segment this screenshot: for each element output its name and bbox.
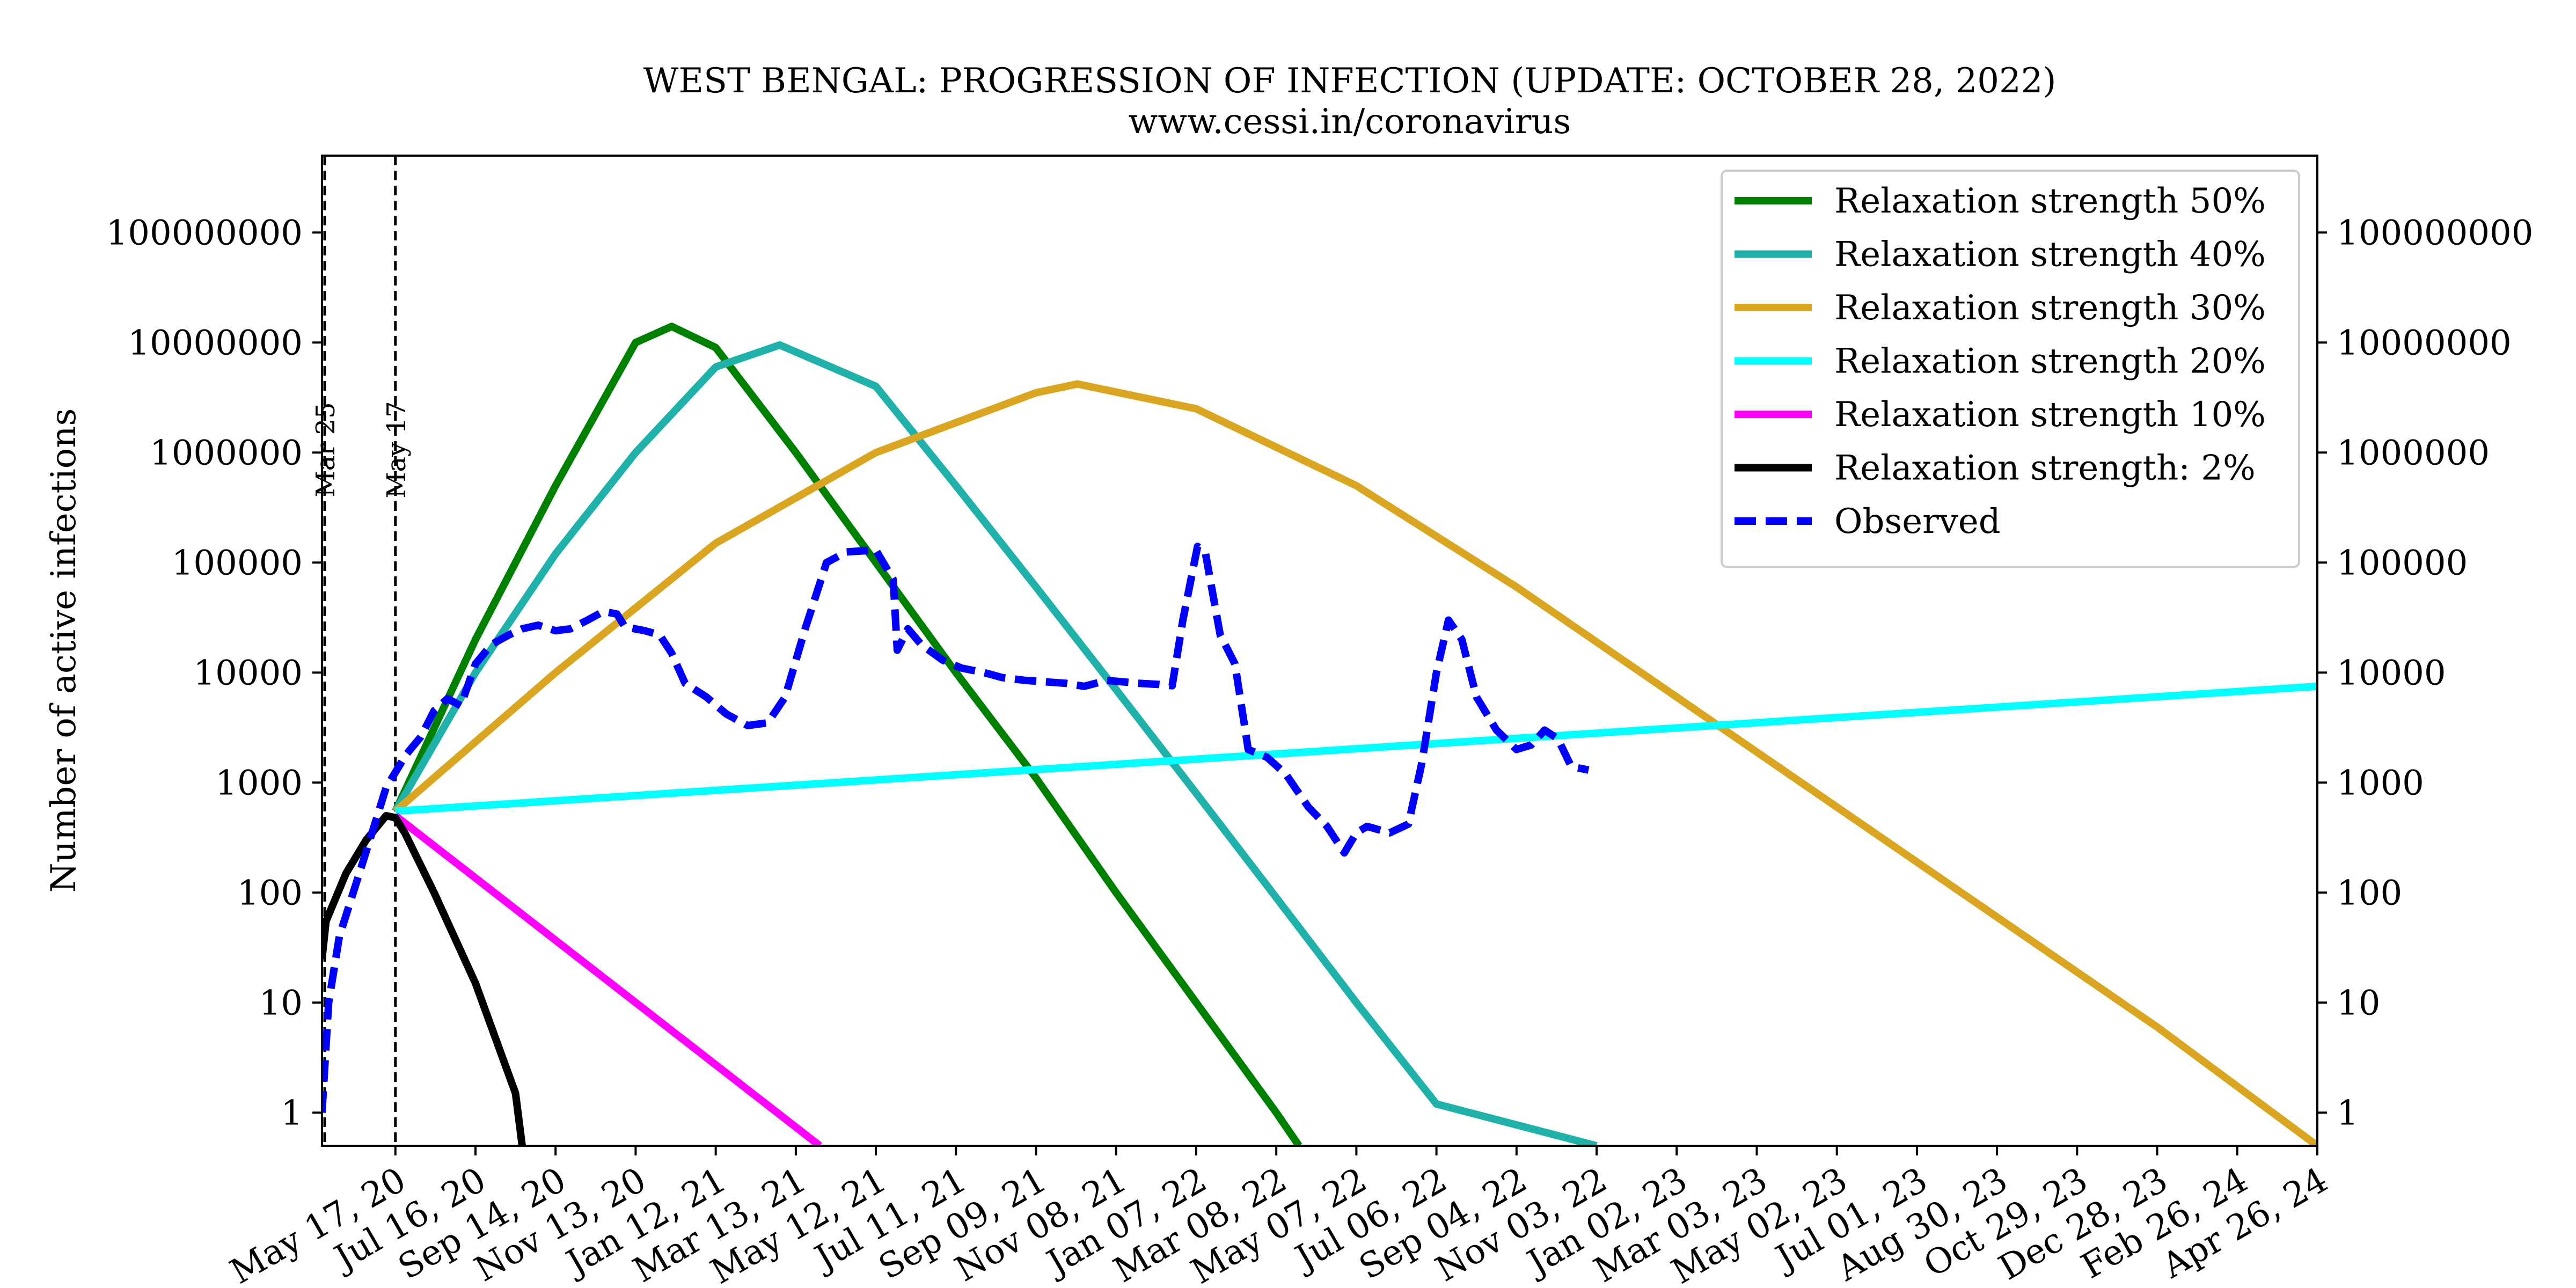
- y-tick-label-left: 100000: [172, 543, 303, 583]
- legend-box: [1721, 170, 2300, 568]
- y-tick-label-left: 100000000: [106, 213, 303, 253]
- legend-label-6: Relaxation strength: 2%: [1834, 449, 2256, 488]
- series-line-6: [322, 812, 526, 1146]
- y-tick-label-right: 100000: [2337, 543, 2468, 583]
- legend-label-2: Relaxation strength 40%: [1834, 235, 2266, 275]
- y-tick-label-right: 10000000: [2337, 323, 2512, 363]
- series-line-2: [392, 341, 1598, 1146]
- chart-subtitle: www.cessi.in/coronavirus: [1129, 102, 1571, 142]
- y-axis-label: Number of active infections: [44, 408, 84, 893]
- y-tick-label-right: 1000000: [2337, 433, 2490, 473]
- vline-label-1: Mar 25: [311, 402, 341, 497]
- y-tick-label-right: 100000000: [2337, 213, 2533, 253]
- legend-label-4: Relaxation strength 20%: [1834, 342, 2266, 382]
- y-tick-label-right: 10000: [2337, 653, 2446, 693]
- y-tick-label-right: 10: [2337, 983, 2380, 1023]
- series-line-1: [392, 323, 1302, 1146]
- y-tick-label-right: 100: [2337, 873, 2402, 913]
- y-tick-label-right: 1: [2337, 1093, 2359, 1133]
- legend-label-7: Observed: [1834, 502, 2001, 541]
- y-tick-label-left: 10: [259, 983, 303, 1023]
- plot-area: Mar 25 May 17: [311, 156, 2317, 1146]
- y-tick-label-left: 10000000: [128, 323, 303, 363]
- vline-label-2: May 17: [382, 401, 412, 498]
- y-tick-label-left: 1000: [215, 763, 303, 803]
- y-tick-label-left: 1: [281, 1093, 303, 1133]
- series-line-4: [395, 682, 2317, 815]
- series-lines: [322, 323, 2317, 1146]
- series-line-7: [322, 543, 1590, 1113]
- chart-title: WEST BENGAL: PROGRESSION OF INFECTION (U…: [643, 61, 2057, 101]
- y-tick-label-left: 1000000: [150, 433, 303, 473]
- legend-label-1: Relaxation strength 50%: [1834, 181, 2266, 221]
- legend: Relaxation strength 50% Relaxation streng…: [1721, 170, 2300, 568]
- legend-label-5: Relaxation strength 10%: [1834, 395, 2266, 435]
- y-tick-label-left: 100: [237, 873, 303, 913]
- series-line-5: [393, 813, 822, 1146]
- plot-frame: [321, 155, 2318, 1147]
- y-tick-label-left: 10000: [193, 653, 303, 693]
- series-line-3: [393, 380, 2317, 1146]
- y-tick-label-right: 1000: [2337, 763, 2424, 803]
- legend-label-3: Relaxation strength 30%: [1834, 288, 2266, 328]
